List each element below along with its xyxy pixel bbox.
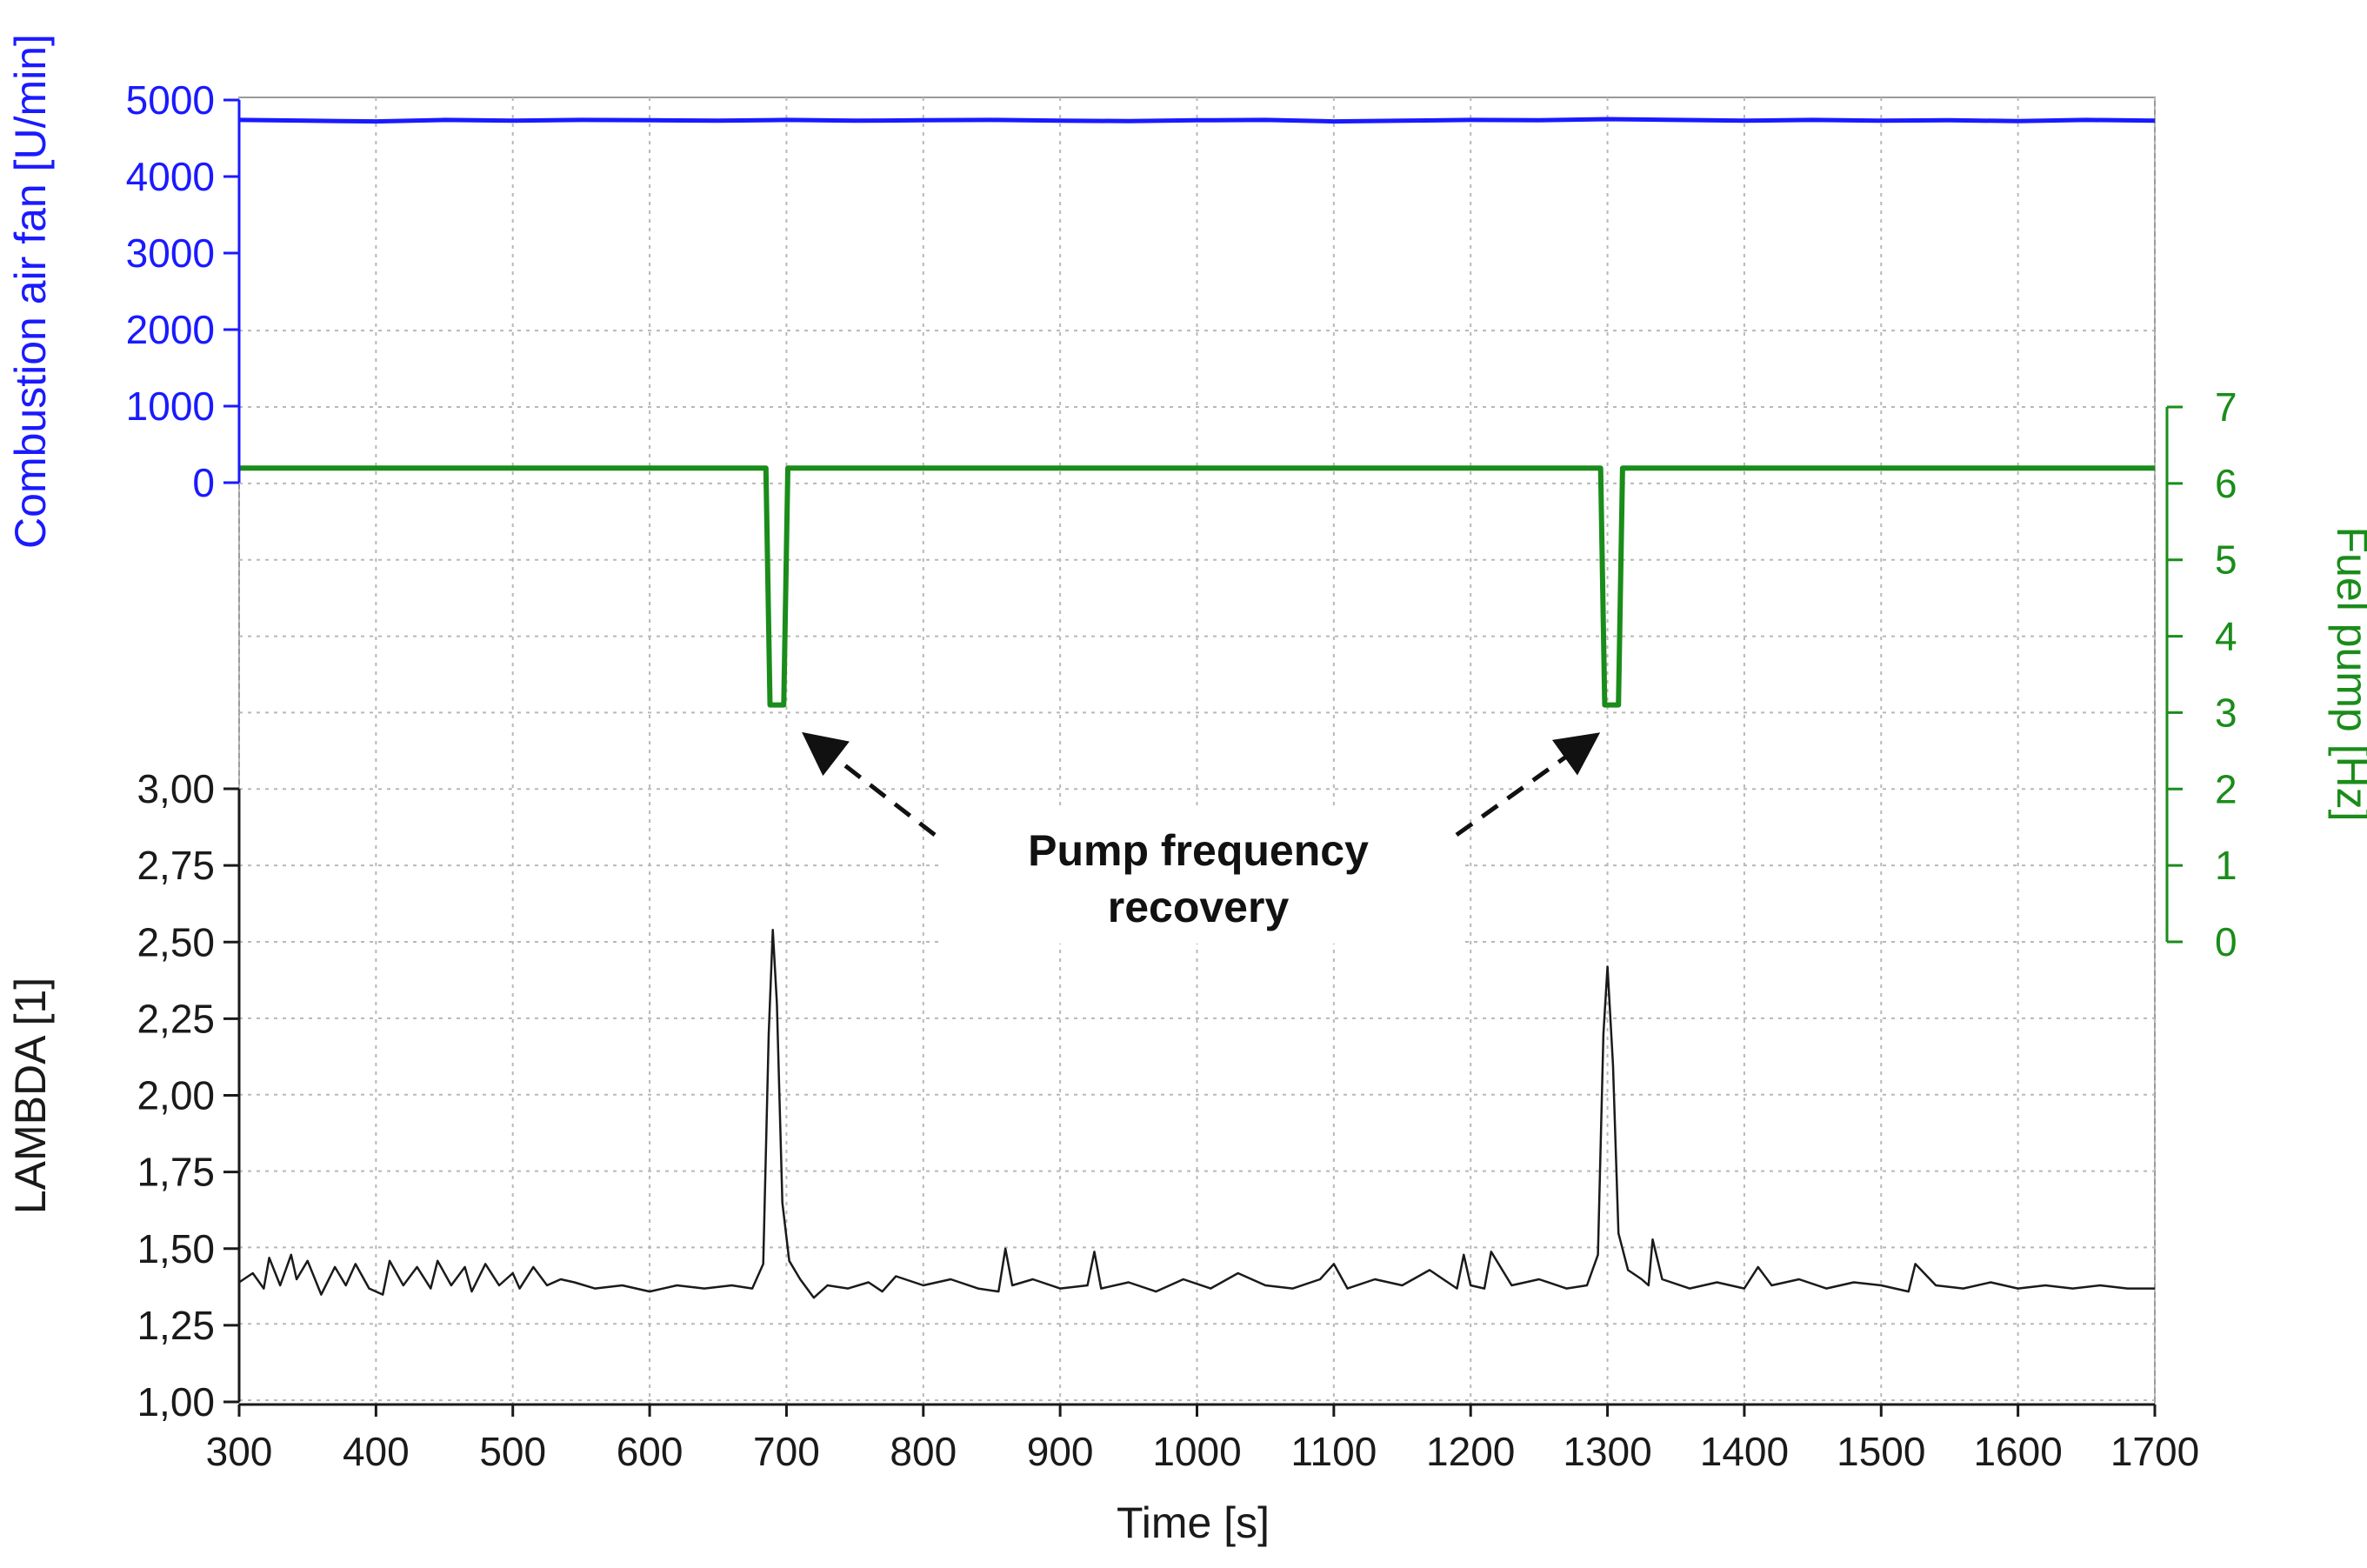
annotation-arrow-left (802, 731, 937, 837)
series-pump-line (239, 465, 2155, 708)
x-tick-label: 1700 (2110, 1429, 2199, 1474)
pump-tick-label: 6 (2215, 461, 2237, 506)
series-fan-line (238, 117, 2156, 124)
pump-tick-label: 1 (2215, 843, 2237, 888)
x-tick-label: 1100 (1290, 1429, 1377, 1474)
fan-tick-label: 1000 (126, 384, 215, 429)
x-tick-label: 400 (343, 1429, 410, 1474)
x-tick-label: 600 (617, 1429, 683, 1474)
fan-tick-label: 0 (192, 460, 215, 505)
pump-tick-label: 2 (2215, 766, 2237, 811)
lambda-tick-label: 2,00 (137, 1073, 215, 1118)
pump-tick-label: 7 (2215, 384, 2237, 430)
annotation-line-1: Pump frequency (1028, 826, 1369, 875)
x-tick-label: 800 (890, 1429, 957, 1474)
lambda-tick-label: 1,00 (137, 1379, 215, 1425)
pump-tick-label: 5 (2215, 537, 2237, 583)
pump-tick-label: 0 (2215, 919, 2237, 964)
annotation-line-2: recovery (1108, 883, 1290, 931)
x-tick-label: 1300 (1563, 1429, 1651, 1474)
fan-axis-title: Combustion air fan [U/min] (6, 34, 55, 549)
series-lambda-line (238, 928, 2155, 1299)
x-tick-label: 1600 (1973, 1429, 2062, 1474)
x-axis-title: Time [s] (1117, 1498, 1270, 1547)
lambda-axis-title: LAMBDA [1] (6, 977, 55, 1214)
fan-tick-label: 5000 (126, 77, 215, 123)
fan-tick-label: 4000 (126, 154, 215, 199)
annotation-arrow-right (1455, 732, 1601, 837)
lambda-tick-label: 3,00 (137, 766, 215, 811)
x-tick-label: 1500 (1837, 1429, 1925, 1474)
x-tick-label: 1200 (1426, 1429, 1515, 1474)
x-tick-label: 1400 (1700, 1429, 1789, 1474)
lambda-tick-label: 1,50 (137, 1226, 215, 1271)
x-tick-label: 700 (753, 1429, 820, 1474)
lambda-tick-label: 2,50 (137, 919, 215, 964)
axes: 300 400 500 600 700 800 900 1000 1100 1200 1300 140… (126, 77, 2237, 1474)
x-tick-label: 500 (479, 1429, 546, 1474)
lambda-tick-label: 1,25 (137, 1303, 215, 1348)
annotation-box (939, 809, 1461, 944)
lambda-tick-label: 1,75 (137, 1150, 215, 1195)
pump-tick-label: 3 (2215, 690, 2237, 735)
pump-tick-label: 4 (2215, 614, 2237, 659)
lambda-tick-label: 2,25 (137, 996, 215, 1041)
x-tick-label: 900 (1027, 1429, 1094, 1474)
x-tick-label: 1000 (1152, 1429, 1241, 1474)
fan-tick-label: 2000 (126, 307, 215, 352)
series-lines (238, 117, 2156, 1299)
lambda-tick-label: 2,75 (137, 843, 215, 888)
grid-lines (238, 97, 2156, 1405)
pump-axis-title: Fuel pump [Hz] (2328, 526, 2367, 821)
fan-tick-label: 3000 (126, 230, 215, 276)
x-tick-label: 300 (206, 1429, 273, 1474)
